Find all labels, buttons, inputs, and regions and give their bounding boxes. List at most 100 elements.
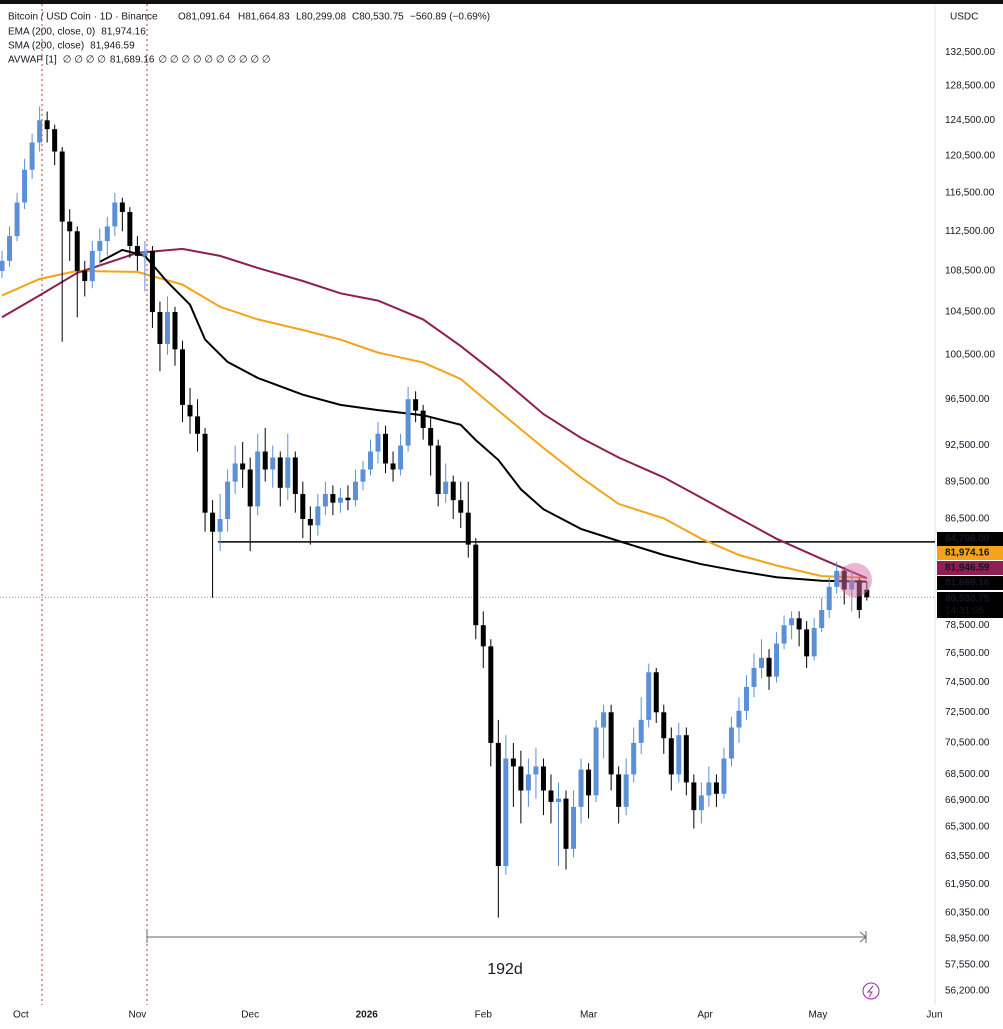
price-label-box xyxy=(937,546,1003,560)
candle-body xyxy=(352,481,358,501)
candle-body xyxy=(488,646,494,743)
candle-body xyxy=(465,512,471,545)
candle-body xyxy=(14,202,20,237)
measure-arrow xyxy=(859,931,867,943)
ohlc-value: H81,664.83 xyxy=(238,12,290,23)
candle-body xyxy=(774,643,780,677)
y-tick-label: 128,500.00 xyxy=(945,80,995,91)
candle-body xyxy=(646,672,652,720)
candle-body xyxy=(495,742,501,867)
candle-body xyxy=(52,129,58,152)
candle-body xyxy=(721,758,727,794)
y-tick-label: 92,500.00 xyxy=(945,440,990,451)
price-label: 81,974.16 xyxy=(945,548,990,559)
legend-empty: ∅ ∅ ∅ ∅ xyxy=(63,55,106,66)
candle-body xyxy=(736,710,742,728)
candle-body xyxy=(59,151,65,222)
candle-body xyxy=(443,481,449,494)
candle-body xyxy=(540,766,546,791)
y-tick-label: 124,500.00 xyxy=(945,115,995,126)
candle-body xyxy=(698,795,704,811)
candle-body xyxy=(270,457,276,470)
candle-body xyxy=(420,410,426,428)
candle-body xyxy=(0,260,5,271)
ohlc-value: O81,091.64 xyxy=(178,12,231,23)
candle-body xyxy=(518,766,524,791)
candle-body xyxy=(804,629,810,657)
price-label: 81,689.16 xyxy=(945,578,990,589)
price-label: 81,946.59 xyxy=(945,563,990,574)
legend-value: 81,689.16 xyxy=(110,55,155,66)
y-tick-label: 60,350.00 xyxy=(945,908,990,919)
candle-body xyxy=(37,120,43,143)
y-tick-label: 89,500.00 xyxy=(945,476,990,487)
candle-body xyxy=(578,769,584,807)
candle-body xyxy=(164,312,170,344)
candle-body xyxy=(180,349,186,405)
candle-body xyxy=(7,236,13,261)
candle-body xyxy=(751,667,757,687)
ohlc-value: L80,299.08 xyxy=(296,12,346,23)
candle-body xyxy=(398,445,404,470)
y-tick-label: 65,300.00 xyxy=(945,821,990,832)
candle-body xyxy=(89,250,95,282)
candle-body xyxy=(262,451,268,470)
candle-body xyxy=(668,738,674,775)
y-tick-label: 116,500.00 xyxy=(945,188,995,199)
price-label-box xyxy=(937,532,1003,546)
indicator-line xyxy=(1,269,867,579)
candle-body xyxy=(157,312,163,344)
y-tick-label: 132,500.00 xyxy=(945,47,995,58)
alert-bolt xyxy=(866,985,874,998)
candle-body xyxy=(172,312,178,350)
price-label: 80,530.75 xyxy=(945,594,990,605)
y-tick-label: 63,550.00 xyxy=(945,851,990,862)
top-bar xyxy=(0,0,1003,4)
candle-body xyxy=(450,481,456,501)
candle-body xyxy=(134,245,140,256)
x-tick-label: Jun xyxy=(926,1010,942,1021)
candle-body xyxy=(300,493,306,519)
candle-body xyxy=(367,451,373,470)
candle-body xyxy=(375,433,381,452)
highlight-circle xyxy=(838,563,872,597)
candle-body xyxy=(676,735,682,775)
y-tick-label: 108,500.00 xyxy=(945,266,995,277)
x-tick-label: May xyxy=(808,1010,827,1021)
y-tick-label: 112,500.00 xyxy=(945,226,995,237)
candle-body xyxy=(616,774,622,807)
candle-body xyxy=(525,774,531,791)
y-tick-label: 58,950.00 xyxy=(945,933,990,944)
y-tick-label: 61,950.00 xyxy=(945,879,990,890)
candle-body xyxy=(586,769,592,796)
y-tick-label: 96,500.00 xyxy=(945,394,990,405)
y-tick-label: 70,500.00 xyxy=(945,738,990,749)
candle-body xyxy=(571,806,577,849)
candle-body xyxy=(232,463,238,482)
y-tick-label: 68,500.00 xyxy=(945,769,990,780)
candle-body xyxy=(819,609,825,629)
candle-body xyxy=(766,657,772,677)
x-tick-label: Feb xyxy=(475,1010,493,1021)
candle-body xyxy=(743,686,749,711)
candle-body xyxy=(390,463,396,470)
candle-body xyxy=(82,270,88,282)
candle-body xyxy=(322,493,328,507)
x-tick-label: Dec xyxy=(241,1010,259,1021)
candle-body xyxy=(285,457,291,488)
alert-icon[interactable] xyxy=(862,982,880,1000)
candle-body xyxy=(210,512,216,532)
candle-body xyxy=(533,766,539,775)
candle-body xyxy=(683,735,689,783)
candle-body xyxy=(330,493,336,503)
legend-value: 81,974.16 xyxy=(101,27,146,38)
y-tick-label: 86,500.00 xyxy=(945,514,990,525)
x-tick-label: Mar xyxy=(580,1010,598,1021)
candle-body xyxy=(713,782,719,794)
candle-body xyxy=(661,712,667,739)
candle-body xyxy=(405,399,411,446)
price-label-box xyxy=(937,576,1003,590)
candle-body xyxy=(503,758,509,867)
candle-body xyxy=(240,463,246,470)
y-tick-label: 104,500.00 xyxy=(945,307,995,318)
